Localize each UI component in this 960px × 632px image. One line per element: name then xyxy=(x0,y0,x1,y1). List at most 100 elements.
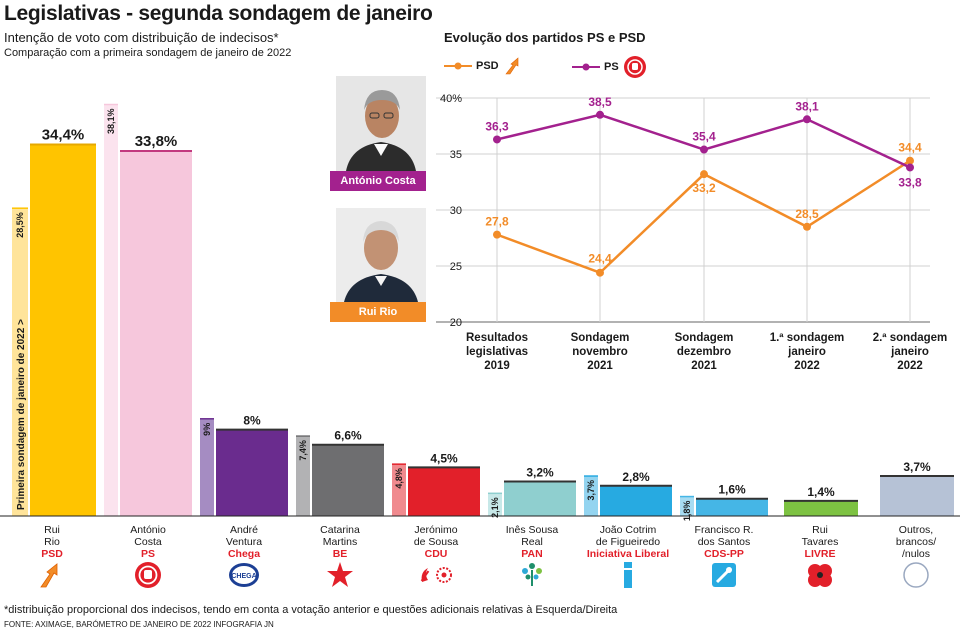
be-logo xyxy=(292,560,388,590)
ps-logo xyxy=(100,560,196,590)
category-name-line: dos Santos xyxy=(697,536,751,548)
category-name-line: de Sousa xyxy=(413,536,459,548)
livre-poppy-icon xyxy=(808,564,832,587)
category-label: Rui Tavares LIVRE xyxy=(772,524,868,560)
rui-rio-portrait-icon xyxy=(336,208,426,302)
prev-bar-4 xyxy=(392,464,406,516)
bar-value-label: 8% xyxy=(243,414,261,428)
category-name-line: de Figueiredo xyxy=(595,536,661,548)
category-label: Jerónimo de Sousa CDU xyxy=(388,524,484,560)
prev-bar-5 xyxy=(488,493,502,516)
legend-psd-swatch xyxy=(444,62,472,70)
category-label: André Ventura Chega xyxy=(196,524,292,560)
category-name-line: João Cotrim xyxy=(599,524,657,536)
bar-1 xyxy=(120,150,192,516)
psd-arrow-icon xyxy=(505,57,518,75)
category-label: Francisco R. dos Santos CDS-PP xyxy=(676,524,772,560)
category-name-line: Rio xyxy=(44,536,60,548)
party-name: PS xyxy=(140,548,155,560)
chega-badge-icon: CHEGA xyxy=(229,563,259,587)
pan-logo xyxy=(484,560,580,590)
line-chart-title: Evolução dos partidos PS e PSD xyxy=(444,30,646,45)
prev-value-label: 38,1% xyxy=(106,109,116,135)
category-name-line: brancos/ xyxy=(895,536,937,548)
comparison-note: Comparação com a primeira sondagem de ja… xyxy=(4,47,292,59)
antonio-costa-portrait-icon xyxy=(336,76,426,171)
source-note: FONTE: AXIMAGE, BARÓMETRO DE JANEIRO DE … xyxy=(4,620,274,629)
party-name: BE xyxy=(332,548,348,560)
prev-bar-6 xyxy=(584,476,598,516)
prev-value-label: 4,8% xyxy=(394,468,404,489)
bar-5 xyxy=(504,481,576,516)
category-name-line: Catarina xyxy=(320,524,360,536)
party-name: CDS-PP xyxy=(704,548,744,560)
bar-3 xyxy=(312,444,384,516)
bar-9 xyxy=(880,476,954,516)
legend-ps-label: PS xyxy=(604,61,619,73)
category-name-line: Jerónimo xyxy=(414,524,458,536)
bar-value-label: 1,6% xyxy=(718,483,746,497)
category-label: António Costa PS xyxy=(100,524,196,560)
legend-ps: PS xyxy=(572,55,647,79)
ps-fist-icon xyxy=(623,56,646,78)
outros-circle-icon xyxy=(903,562,929,588)
prev-value-label: 7,4% xyxy=(298,440,308,461)
category-name-line: Rui xyxy=(44,524,60,536)
rui-rio-label: Rui Rio xyxy=(330,302,426,322)
cds-logo xyxy=(676,560,772,590)
bar-value-label: 4,5% xyxy=(430,451,458,465)
prev-value-label: 9% xyxy=(202,423,212,436)
bar-value-label: 34,4% xyxy=(42,126,85,143)
category-name-line: Tavares xyxy=(801,536,839,548)
category-name-line: Rui xyxy=(812,524,828,536)
party-name: PAN xyxy=(521,548,543,560)
bar-7 xyxy=(696,498,768,516)
party-name: Chega xyxy=(227,548,261,560)
bar-6 xyxy=(600,485,672,516)
psd-arrow-logo-icon xyxy=(40,563,58,588)
prev-bar-3 xyxy=(296,436,310,516)
footnote: *distribuição proporcional dos indecisos… xyxy=(4,604,618,616)
party-name: Iniciativa Liberal xyxy=(586,548,670,560)
category-label: Rui Rio PSD xyxy=(4,524,100,560)
prev-bar-2 xyxy=(200,418,214,516)
category-name-line: Ventura xyxy=(225,536,263,548)
rui-rio-photo xyxy=(336,208,426,302)
bar-value-label: 3,2% xyxy=(526,465,554,479)
bar-value-label: 2,8% xyxy=(622,470,650,484)
party-name: CDU xyxy=(424,548,448,560)
chega-logo: CHEGA xyxy=(196,560,292,590)
bar-value-label: 3,7% xyxy=(903,460,931,474)
category-name-line: Inês Sousa xyxy=(505,524,559,536)
bar-4 xyxy=(408,467,480,516)
prev-bar-1 xyxy=(104,104,118,517)
category-name-line: Outros, xyxy=(898,524,934,536)
category-name-line: /nulos xyxy=(901,548,931,560)
pan-tree-icon xyxy=(522,563,542,586)
prev-value-label: 3,7% xyxy=(586,480,596,501)
category-name-line: Martins xyxy=(322,536,358,548)
category-label: Outros, brancos//nulos xyxy=(868,524,960,560)
chega-logo-text: CHEGA xyxy=(231,573,256,580)
party-name: LIVRE xyxy=(804,548,836,560)
bar-value-label: 33,8% xyxy=(135,133,178,150)
first-poll-annotation: Primeira sondagem de janeiro de 2022 > xyxy=(16,319,27,510)
prev-value-label: 1,8% xyxy=(682,501,692,522)
category-name-line: André xyxy=(229,524,259,536)
psd-logo xyxy=(4,560,100,590)
category-label: Inês Sousa Real PAN xyxy=(484,524,580,560)
category-label: João Cotrim de Figueiredo Iniciativa Liber… xyxy=(580,524,676,560)
bar-2 xyxy=(216,429,288,516)
cdu-hammer-sickle-icon xyxy=(420,567,452,583)
be-star-icon xyxy=(327,562,353,587)
page-title: Legislativas - segunda sondagem de janei… xyxy=(4,2,433,25)
outros-logo xyxy=(868,560,960,590)
prev-value-label: 2,1% xyxy=(490,497,500,518)
party-name: PSD xyxy=(41,548,63,560)
cds-square-icon xyxy=(712,563,736,587)
category-name-line: Real xyxy=(521,536,543,548)
bar-8 xyxy=(784,500,858,516)
legend-psd-label: PSD xyxy=(476,60,499,72)
cdu-logo xyxy=(388,560,484,590)
category-label: Catarina Martins BE xyxy=(292,524,388,560)
